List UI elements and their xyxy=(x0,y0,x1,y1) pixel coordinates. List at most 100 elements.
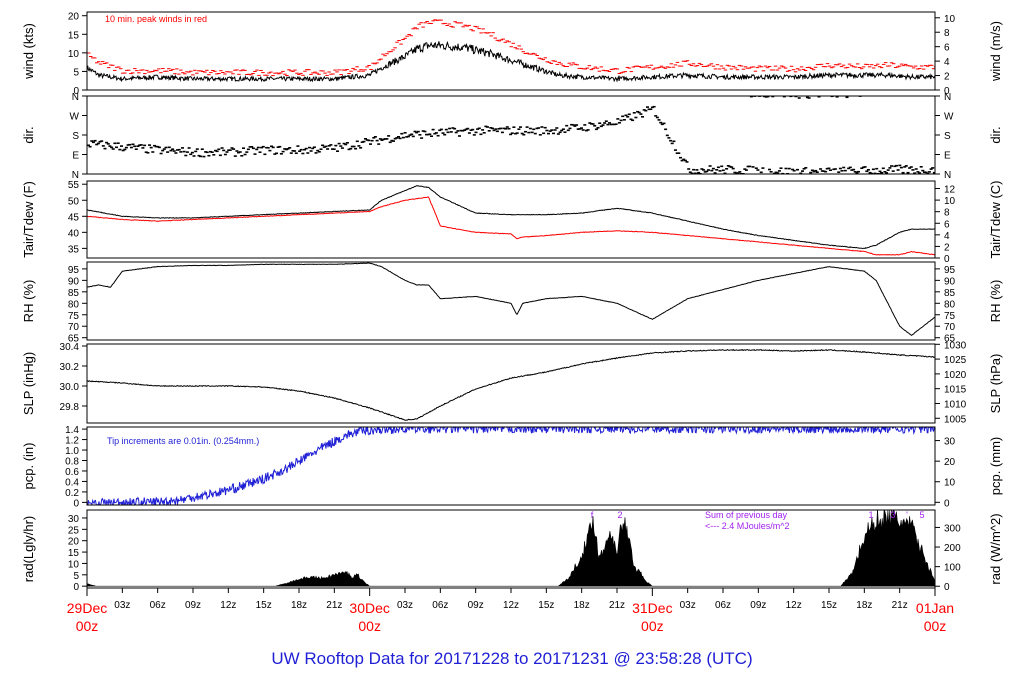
series-dir-0-dot xyxy=(107,143,110,145)
series-dir-0-dot xyxy=(418,134,421,136)
series-wind-1-dash xyxy=(812,69,816,70)
ylabel-left-pcp: pcp. (in) xyxy=(21,443,36,490)
series-wind-1-dash xyxy=(504,42,508,43)
series-dir-0-dot xyxy=(882,168,885,170)
left-tick-label-pcp: 0 xyxy=(73,498,79,509)
series-wind-1-dash xyxy=(297,74,301,75)
series-dir-0-dot xyxy=(646,106,649,108)
series-dir-0-dot xyxy=(268,150,271,152)
series-dir-0-dot xyxy=(298,150,301,152)
series-wind-1-dash xyxy=(760,66,764,67)
series-dir-0-dot xyxy=(118,149,121,151)
series-dir-0-dot xyxy=(852,169,855,171)
series-dir-0-dot xyxy=(616,118,619,120)
series-dir-0-dot xyxy=(254,153,257,155)
series-dir-0-dot xyxy=(732,168,735,170)
series-wind-1-dash xyxy=(600,66,604,67)
series-wind-1-dash xyxy=(534,54,538,55)
panel-frame xyxy=(87,510,935,588)
right-tick-label-rh: 80 xyxy=(944,299,956,310)
series-dir-0-dot xyxy=(374,136,377,138)
series-dir-0-dot xyxy=(346,142,349,144)
x-tick-label: 15z xyxy=(256,600,272,611)
series-dir-0-dot xyxy=(222,150,225,152)
series-dir-0-dot xyxy=(804,167,807,169)
series-wind-1-dash xyxy=(800,66,804,67)
series-dir-0-dot xyxy=(206,152,209,154)
series-wind-1-dash xyxy=(652,69,656,70)
series-wind-1-dash xyxy=(596,68,600,69)
series-dir-0-dot xyxy=(174,152,177,154)
series-wind-1-dash xyxy=(798,70,802,71)
series-dir-0-dot xyxy=(705,171,708,173)
series-dir-0-dot xyxy=(130,147,133,149)
x-tick-label: 21z xyxy=(609,600,625,611)
series-wind-1-dash xyxy=(293,70,297,71)
x-tick-label: 15z xyxy=(821,600,837,611)
series-dir-0-dot xyxy=(895,165,898,167)
panel-wind: 051015200246810wind (kts) wind (m/s)10 mi… xyxy=(21,12,1003,97)
series-wind-1-dash xyxy=(630,71,634,72)
series-wind-1-dash xyxy=(395,42,399,43)
series-wind-1-dash xyxy=(680,66,684,67)
series-dir-0-dot xyxy=(717,167,720,169)
series-wind-1-dash xyxy=(548,62,552,63)
series-wind-1-dash xyxy=(714,68,718,69)
series-dir-0-dot xyxy=(367,140,370,142)
series-dir-0-dot xyxy=(669,140,672,142)
series-dir-0-dot xyxy=(193,155,196,157)
series-dir-0-dot xyxy=(677,152,680,154)
series-dir-0-dot xyxy=(641,116,644,118)
series-dir-0-dot xyxy=(169,150,172,152)
series-dir-0-dot xyxy=(738,171,741,173)
series-wind-1-dash xyxy=(409,35,413,36)
series-dir-0-dot xyxy=(280,153,283,155)
series-wind-1-dash xyxy=(772,70,776,71)
series-wind-1-dash xyxy=(866,64,870,65)
series-dir-0-dot xyxy=(160,153,163,155)
series-dir-0-dot xyxy=(788,168,791,170)
left-tick-label-temp: 40 xyxy=(68,228,80,239)
series-wind-1-dash xyxy=(223,74,227,75)
series-dir-0-dot xyxy=(809,172,812,174)
series-wind-1-dash xyxy=(792,69,796,70)
series-wind-1-dash xyxy=(520,49,524,50)
right-tick-label-rh: 90 xyxy=(944,276,956,287)
right-tick-label-pcp: 20 xyxy=(944,457,956,468)
series-wind-1-dash xyxy=(856,63,860,64)
series-dir-0-dot xyxy=(151,151,154,153)
series-wind-1-dash xyxy=(888,65,892,66)
series-wind-1-dash xyxy=(155,70,159,71)
series-wind-1-dash xyxy=(335,71,339,72)
series-dir-0-dot xyxy=(400,133,403,135)
x-axis: 03z 06z 09z 12z 15z 18z 21z 03z 06z 09z 12z 15z 18z 2… xyxy=(67,588,954,634)
series-dir-0-dot xyxy=(115,147,118,149)
annotation-sum-previous-day: Sum of previous day xyxy=(705,510,788,520)
series-wind-1-dash xyxy=(183,73,187,74)
series-wind-1-dash xyxy=(339,74,343,75)
left-tick-label-rh: 90 xyxy=(68,276,80,287)
series-wind-1-dash xyxy=(776,70,780,71)
series-wind-1-dash xyxy=(379,59,383,60)
series-wind-1-dash xyxy=(195,73,199,74)
series-wind-1-dash xyxy=(255,70,259,71)
series-dir-0-dot xyxy=(481,129,484,131)
series-dir-0-dot xyxy=(915,168,918,170)
series-dir-0-dot xyxy=(479,134,482,136)
series-wind-1-dash xyxy=(518,45,522,46)
series-dir-0-dot xyxy=(128,144,131,146)
series-wind-1-dash xyxy=(337,69,341,70)
series-dir-0-dot xyxy=(618,122,621,124)
series-wind-1-dash xyxy=(650,65,654,66)
series-wind-1-dash xyxy=(498,40,502,41)
right-tick-label-rad: 300 xyxy=(944,523,961,534)
series-wind-1-dash xyxy=(884,62,888,63)
series-dir-0-dot xyxy=(247,149,250,151)
series-dir-0-dot xyxy=(163,148,166,150)
series-wind-1-dash xyxy=(672,67,676,68)
series-wind-1-dash xyxy=(417,24,421,25)
series-dir-0-dot xyxy=(397,136,400,138)
annotation-sum-previous-day: <--- 2.4 MJoules/m^2 xyxy=(705,521,790,531)
series-wind-1-dash xyxy=(479,32,483,33)
series-wind-1-dash xyxy=(389,51,393,52)
